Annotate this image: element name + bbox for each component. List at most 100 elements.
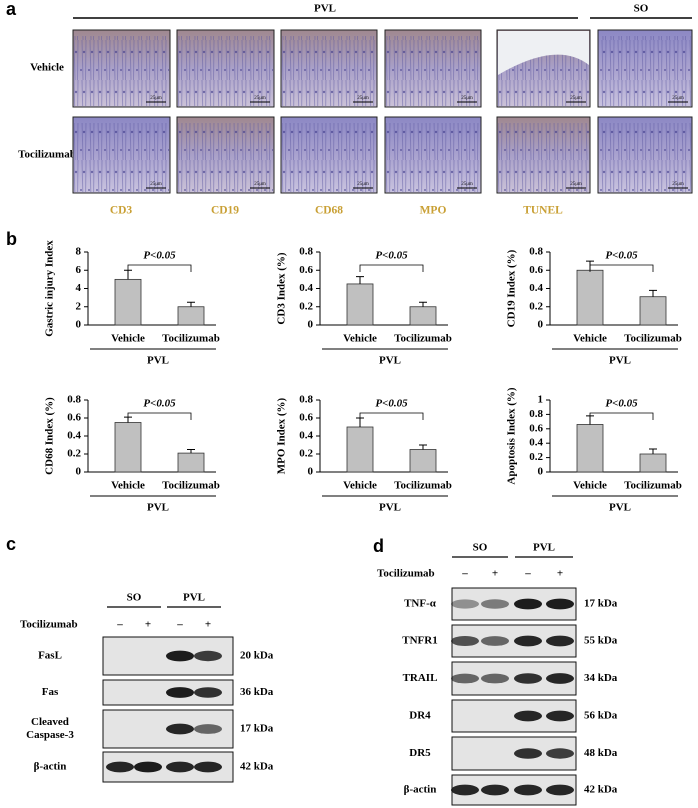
kda-label: 36 kDa	[240, 686, 274, 698]
group-label: PVL	[147, 355, 169, 367]
group-label: PVL	[379, 502, 401, 514]
bar	[639, 296, 667, 326]
blot-band	[546, 635, 574, 647]
protein-label: DR5	[409, 747, 431, 759]
category-label: Tocilizumab	[394, 480, 452, 492]
y-axis-label: CD68 Index (%)	[44, 397, 56, 475]
scale-bar-label: 25μm	[150, 182, 162, 187]
y-tick-label: 0.2	[529, 451, 543, 463]
row-label: Tocilizumab	[18, 149, 76, 161]
histology-texture	[599, 123, 691, 192]
bar	[409, 449, 437, 473]
y-tick-label: 0.4	[299, 282, 313, 294]
error-bar	[649, 289, 657, 297]
bar	[177, 452, 205, 473]
bar	[409, 306, 437, 326]
y-tick-label: 6	[76, 264, 82, 276]
error-bar	[419, 301, 427, 307]
kda-label: 42 kDa	[240, 761, 274, 773]
scale-bar-label: 25μm	[672, 182, 684, 187]
group-label: SO	[634, 3, 649, 15]
stain-label: CD3	[110, 205, 133, 217]
blot-band	[481, 636, 509, 646]
row-label: Vehicle	[30, 62, 64, 74]
histology-texture	[386, 123, 480, 192]
y-tick-label: 0.4	[529, 437, 543, 449]
panel-label: a	[6, 0, 17, 19]
significance-label: P<0.05	[375, 250, 408, 262]
stain-label: CD19	[211, 205, 239, 217]
blot-band	[166, 723, 194, 735]
histology-texture	[178, 123, 273, 192]
category-label: Tocilizumab	[394, 333, 452, 345]
kda-label: 48 kDa	[584, 747, 618, 759]
y-axis-label: MPO Index (%)	[276, 397, 288, 474]
y-tick-label: 8	[76, 246, 82, 258]
scale-bar-label: 25μm	[461, 182, 473, 187]
bar	[177, 306, 205, 326]
category-label: Vehicle	[343, 480, 377, 492]
blot-band	[166, 650, 194, 662]
category-label: Vehicle	[111, 333, 145, 345]
bar	[114, 278, 142, 326]
significance-bracket	[589, 264, 654, 272]
scale-bar-label: 25μm	[570, 96, 582, 101]
protein-label: Caspase-3	[26, 729, 74, 741]
blot-band	[514, 748, 542, 759]
significance-label: P<0.05	[605, 398, 638, 410]
error-bar	[419, 444, 427, 450]
y-tick-label: 0.8	[529, 408, 543, 420]
category-label: Vehicle	[111, 480, 145, 492]
significance-label: P<0.05	[143, 250, 176, 262]
protein-label: β-actin	[404, 784, 437, 796]
kda-label: 42 kDa	[584, 784, 618, 796]
category-label: Tocilizumab	[624, 333, 682, 345]
y-tick-label: 0	[538, 319, 544, 331]
group-label: PVL	[533, 542, 555, 554]
error-bar	[356, 276, 364, 284]
blot-band	[134, 761, 162, 773]
blot-band	[514, 598, 542, 610]
group-label: PVL	[314, 3, 336, 15]
scale-bar-label: 25μm	[150, 96, 162, 101]
scale-bar-label: 25μm	[357, 182, 369, 187]
histology-texture	[282, 36, 376, 106]
bar	[114, 422, 142, 473]
stain-label: TUNEL	[523, 205, 563, 217]
treatment-sign: +	[557, 568, 563, 580]
scale-bar-label: 25μm	[254, 96, 266, 101]
blot-band	[451, 635, 479, 647]
histology-texture	[178, 36, 273, 106]
significance-bracket	[359, 412, 424, 420]
bar	[346, 426, 374, 473]
scale-bar-label: 25μm	[357, 96, 369, 101]
category-label: Tocilizumab	[162, 480, 220, 492]
protein-label: FasL	[38, 650, 62, 662]
category-label: Vehicle	[573, 333, 607, 345]
y-axis-label: Apoptosis Index (%)	[506, 387, 518, 485]
group-label: SO	[473, 542, 488, 554]
y-tick-label: 0.8	[299, 394, 313, 406]
category-label: Vehicle	[573, 480, 607, 492]
histology-texture	[386, 36, 480, 106]
kda-label: 56 kDa	[584, 710, 618, 722]
error-bar	[187, 301, 195, 307]
group-label: PVL	[609, 502, 631, 514]
scale-bar-label: 25μm	[461, 96, 473, 101]
protein-label: β-actin	[34, 761, 67, 773]
blot-band	[546, 748, 574, 759]
category-label: Tocilizumab	[162, 333, 220, 345]
blot-band	[546, 710, 574, 722]
y-axis-label: CD3 Index (%)	[276, 252, 288, 324]
bar	[576, 424, 604, 473]
bar	[346, 283, 374, 326]
treatment-sign: –	[461, 568, 468, 580]
blot-band	[106, 761, 134, 773]
y-tick-label: 0.2	[299, 300, 313, 312]
blot-band	[194, 761, 222, 773]
blot-band	[451, 599, 479, 609]
significance-label: P<0.05	[375, 398, 408, 410]
panel-label: b	[6, 229, 17, 249]
y-tick-label: 0	[76, 319, 82, 331]
kda-label: 20 kDa	[240, 650, 274, 662]
